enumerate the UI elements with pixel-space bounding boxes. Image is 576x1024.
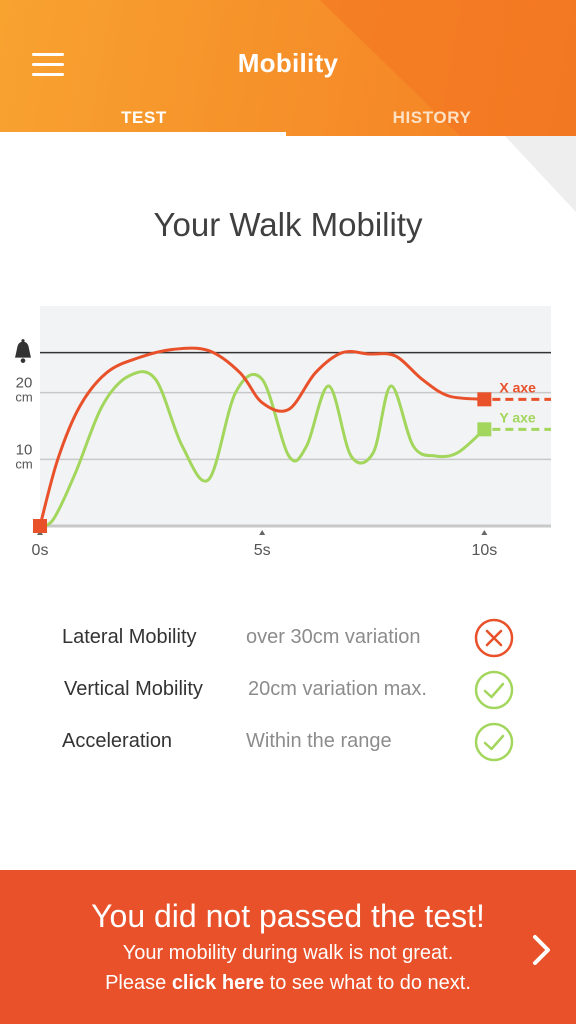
main-heading: Your Walk Mobility: [153, 206, 423, 243]
x-tick-label: 10s: [471, 542, 497, 559]
series-end-marker-y-axe: [477, 422, 492, 437]
x-tick-label: 0s: [32, 542, 49, 559]
checkmark-icon: [474, 670, 514, 710]
banner-cta: Please click here to see what to do next…: [0, 972, 576, 995]
result-row-vertical: Vertical Mobility 20cm variation max.: [0, 664, 576, 716]
series-label-y-axe: Y axe: [499, 409, 536, 425]
x-tick-marker: [481, 530, 488, 535]
active-tab-indicator: [0, 132, 286, 136]
banner-cta-suffix: to see what to do next.: [264, 972, 471, 994]
result-label: Lateral Mobility: [62, 626, 197, 648]
x-tick-label: 5s: [254, 542, 271, 559]
page-title: Mobility: [237, 48, 339, 78]
result-label: Acceleration: [62, 730, 173, 752]
click-here-link[interactable]: click here: [171, 972, 265, 994]
y-tick-unit: cm: [15, 390, 32, 405]
checkmark-icon: [474, 722, 514, 762]
test-result-banner[interactable]: You did not passed the test! Your mobili…: [0, 870, 576, 1024]
result-value: 20cm variation max.: [248, 678, 427, 700]
y-tick-unit: cm: [15, 456, 32, 471]
banner-headline: You did not passed the test!: [91, 898, 485, 934]
banner-message: Your mobility during walk is not great.: [122, 942, 454, 964]
series-line-x-axe: [38, 346, 486, 528]
result-row-lateral: Lateral Mobility over 30cm variation: [0, 612, 576, 664]
series-line-y-axe: [38, 370, 486, 528]
x-tick-marker: [259, 530, 266, 535]
series-label-x-axe: X axe: [499, 379, 536, 395]
chevron-right-icon[interactable]: [530, 932, 554, 968]
result-label: Vertical Mobility: [64, 678, 203, 700]
y-tick-label: 10: [16, 441, 33, 458]
header-shadow-decoration: [505, 136, 576, 212]
error-x-icon: [474, 618, 514, 658]
header-decoration: [320, 0, 576, 136]
banner-cta-prefix: Please: [105, 972, 172, 994]
bell-icon: [15, 339, 31, 363]
app-header: Mobility TEST HISTORY: [0, 0, 576, 136]
plot-area: [40, 306, 551, 526]
result-row-acceleration: Acceleration Within the range: [0, 716, 576, 768]
result-value: Within the range: [246, 730, 392, 752]
y-tick-label: 20: [16, 375, 33, 392]
result-value: over 30cm variation: [246, 626, 421, 648]
series-end-marker-x-axe: [477, 392, 492, 407]
tab-history[interactable]: HISTORY: [392, 108, 472, 127]
tab-test[interactable]: TEST: [121, 108, 167, 127]
series-start-marker-x-axe: [33, 519, 47, 533]
hamburger-menu-icon[interactable]: [32, 53, 64, 77]
